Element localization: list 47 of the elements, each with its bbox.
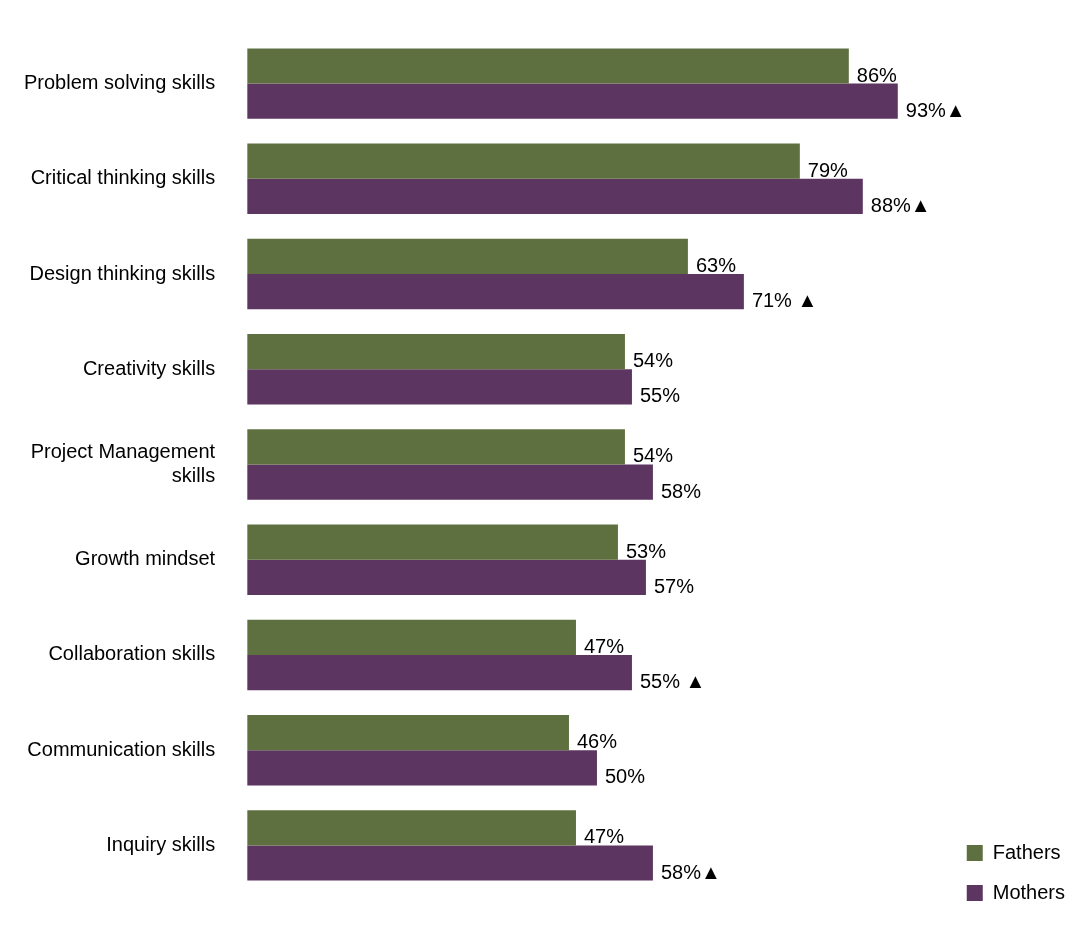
bar — [247, 845, 653, 881]
data-label: 50% — [604, 765, 646, 788]
data-label: 57% — [653, 574, 695, 597]
y-tick-label: Creativity skills — [82, 356, 216, 379]
bar — [247, 178, 863, 215]
data-label: 55% ▲ — [639, 670, 706, 693]
data-label: 53% — [625, 539, 667, 562]
y-tick-label: Communication skills — [27, 737, 216, 760]
data-label: 55% — [639, 384, 681, 407]
y-tick-label: Project Management skills — [30, 440, 216, 487]
bar — [247, 429, 625, 465]
data-label: 63% — [695, 253, 737, 276]
data-label: 93%▲ — [905, 98, 966, 121]
data-label: 58%▲ — [660, 860, 721, 883]
y-tick-label: Collaboration skills — [48, 642, 216, 665]
data-label: 58% — [660, 479, 702, 502]
data-label: 54% — [632, 349, 674, 372]
bar — [247, 334, 625, 370]
data-label: 47% — [583, 634, 625, 657]
bar — [247, 48, 849, 84]
bar — [247, 810, 576, 846]
data-label: 71% ▲ — [751, 289, 818, 312]
y-tick-label: Inquiry skills — [106, 832, 216, 855]
legend-label: Mothers — [992, 880, 1065, 903]
bar — [247, 143, 800, 179]
bar — [247, 464, 653, 500]
data-label: 47% — [583, 825, 625, 848]
legend-label: Fathers — [992, 840, 1061, 863]
bar — [247, 83, 898, 119]
bar — [247, 524, 618, 560]
y-tick-label: Critical thinking skills — [30, 166, 216, 189]
y-tick-label: Design thinking skills — [29, 261, 216, 284]
bar — [247, 559, 646, 595]
data-label: 46% — [576, 730, 618, 753]
y-tick-label: Growth mindset — [75, 547, 216, 570]
bar — [247, 750, 597, 786]
data-label: 54% — [632, 444, 674, 467]
bar — [247, 654, 632, 691]
bar — [247, 619, 576, 655]
data-label: 88%▲ — [870, 193, 931, 216]
y-tick-label: Problem solving skills — [24, 71, 216, 94]
data-label: 79% — [807, 158, 849, 181]
bar — [247, 238, 688, 275]
bar — [247, 714, 569, 751]
data-label: 86% — [856, 63, 898, 86]
bar — [247, 274, 744, 310]
bar — [247, 369, 632, 405]
